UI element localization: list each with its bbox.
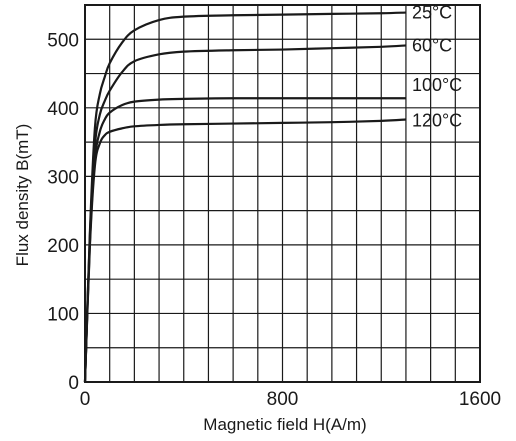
y-tick-label: 300 xyxy=(47,167,79,188)
y-tick-label: 200 xyxy=(47,236,79,257)
series-line xyxy=(83,44,407,383)
series-lines xyxy=(83,11,407,383)
grid xyxy=(85,5,480,382)
tick-labels: 0 800 1600 0 100 200 300 400 500 xyxy=(47,30,501,410)
y-tick-label: 500 xyxy=(47,30,79,51)
y-axis-label: Flux density B(mT) xyxy=(13,124,32,267)
y-tick-label: 0 xyxy=(68,373,79,394)
plot-border xyxy=(84,4,481,383)
x-tick-label: 800 xyxy=(267,389,299,410)
x-tick-label: 1600 xyxy=(459,389,501,410)
y-tick-label: 400 xyxy=(47,99,79,120)
x-tick-label: 0 xyxy=(80,389,91,410)
y-tick-label: 100 xyxy=(47,304,79,325)
series-line xyxy=(83,97,406,383)
series-labels: 25°C 60°C 100°C 120°C xyxy=(412,3,462,131)
series-label: 120°C xyxy=(412,110,462,130)
series-label: 60°C xyxy=(412,35,452,55)
series-label: 100°C xyxy=(412,75,462,95)
series-label: 25°C xyxy=(412,3,452,23)
series-line xyxy=(83,11,406,383)
plot-frame xyxy=(84,4,481,383)
series-line xyxy=(83,118,407,383)
x-axis-label: Magnetic field H(A/m) xyxy=(203,415,366,434)
